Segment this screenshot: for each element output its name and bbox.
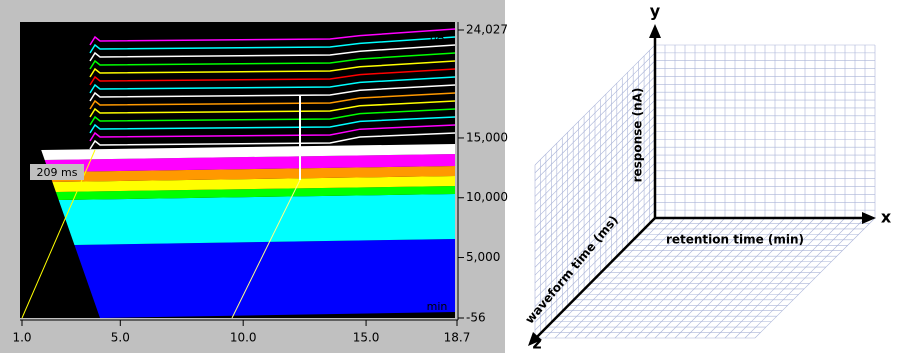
annotation-box: [30, 164, 84, 180]
grid-line: [534, 115, 656, 236]
grid-line: [754, 217, 876, 339]
arrow-head: [528, 332, 542, 346]
trace-band: [44, 154, 455, 172]
trace-band: [48, 166, 456, 182]
y-tick-label: 24,027: [466, 23, 508, 37]
grid-line: [734, 217, 856, 339]
axis-name: z: [532, 334, 541, 353]
trace-line: [89, 100, 456, 118]
axis-label: waveform time (ms): [522, 213, 620, 327]
grid-line: [534, 84, 656, 205]
grid-line: [534, 60, 656, 181]
grid-line: [534, 123, 656, 244]
y-tick-label: 15,000: [466, 130, 508, 144]
grid-line: [534, 52, 656, 174]
axis-name: x: [881, 208, 892, 227]
trace-line: [89, 44, 456, 62]
grid-line: [534, 99, 656, 221]
grid-line: [534, 91, 656, 213]
trace-line: [89, 68, 456, 86]
annotation: 209 ms: [37, 166, 78, 179]
trace-line: [89, 108, 456, 126]
trace-line: [89, 84, 456, 102]
x-tick-label: 18.7: [444, 331, 471, 345]
y-tick-label: -56: [466, 311, 486, 325]
x-tick-label: 10.0: [230, 331, 257, 345]
grid-line: [534, 107, 656, 229]
axis-name: y: [650, 2, 661, 21]
trace-band: [58, 194, 455, 245]
trace-line: [89, 116, 456, 134]
trace-band: [41, 144, 455, 160]
x-tick-label: 1.0: [12, 331, 31, 345]
y-tick-label: 10,000: [466, 190, 508, 204]
axis-line: [531, 217, 656, 343]
trace-band: [52, 176, 456, 192]
grid-line: [674, 217, 796, 339]
trace-line: [89, 132, 456, 150]
axis-label: retention time (min): [666, 233, 804, 247]
trace-band: [55, 186, 456, 200]
grid-line: [744, 217, 866, 339]
grid-line: [664, 217, 786, 339]
grid-line: [534, 76, 656, 197]
grid-line: [724, 217, 846, 339]
traces: [21, 28, 456, 319]
grid-line: [714, 217, 836, 339]
trace-line: [89, 52, 456, 70]
trace-line: [89, 28, 456, 46]
grid-line: [684, 217, 806, 339]
y-unit: nA: [430, 30, 445, 43]
x-tick-label: 15.0: [353, 331, 380, 345]
x-unit: min: [427, 300, 448, 313]
grid-line: [534, 131, 656, 252]
grid-line: [654, 217, 776, 339]
trace-line: [89, 92, 456, 110]
trace-line: [231, 179, 301, 319]
trace-line: [89, 60, 456, 78]
x-tick-label: 5.0: [111, 331, 130, 345]
grid-line: [534, 44, 656, 166]
diagram: [528, 24, 876, 346]
grid-line: [704, 217, 826, 339]
trace-line: [89, 76, 456, 94]
arrow-head: [649, 24, 661, 38]
trace-line: [89, 36, 456, 54]
trace-line: [89, 124, 456, 142]
axis-label: response (nA): [631, 88, 645, 183]
trace-band: [74, 239, 455, 318]
grid-line: [534, 68, 656, 189]
y-tick-label: 5,000: [466, 250, 500, 264]
grid-line: [694, 217, 816, 339]
arrow-head: [862, 212, 876, 224]
